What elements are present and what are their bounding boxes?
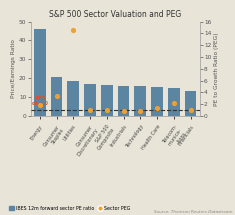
Y-axis label: Price/Earnings Ratio: Price/Earnings Ratio (11, 39, 16, 98)
Point (55, 94, 58, 98)
Legend: IBES 12m forward sector PE ratio, Sector PEG: IBES 12m forward sector PE ratio, Sector… (7, 204, 133, 213)
Y-axis label: PE to Growth Ratio (PEG): PE to Growth Ratio (PEG) (214, 32, 219, 106)
Point (189, 108, 192, 112)
Bar (101, 85, 113, 116)
Point (71, 29, 75, 32)
Bar (168, 88, 180, 116)
Bar (51, 77, 62, 116)
Point (155, 107, 159, 110)
Text: PEG
of 1.0: PEG of 1.0 (32, 95, 48, 106)
Bar (151, 87, 163, 116)
Bar (134, 86, 146, 116)
Bar (118, 86, 129, 116)
Title: S&P 500 Sector Valuation and PEG: S&P 500 Sector Valuation and PEG (49, 10, 181, 19)
Point (138, 109, 142, 112)
Bar (34, 29, 46, 116)
Point (172, 101, 176, 104)
Bar (185, 91, 196, 116)
Bar (67, 81, 79, 116)
Point (122, 110, 125, 113)
Point (105, 108, 109, 112)
Text: Source: Thomson Reuters Datastream: Source: Thomson Reuters Datastream (154, 210, 233, 214)
Bar (84, 84, 96, 116)
Point (88, 108, 92, 112)
Point (38, 103, 42, 107)
